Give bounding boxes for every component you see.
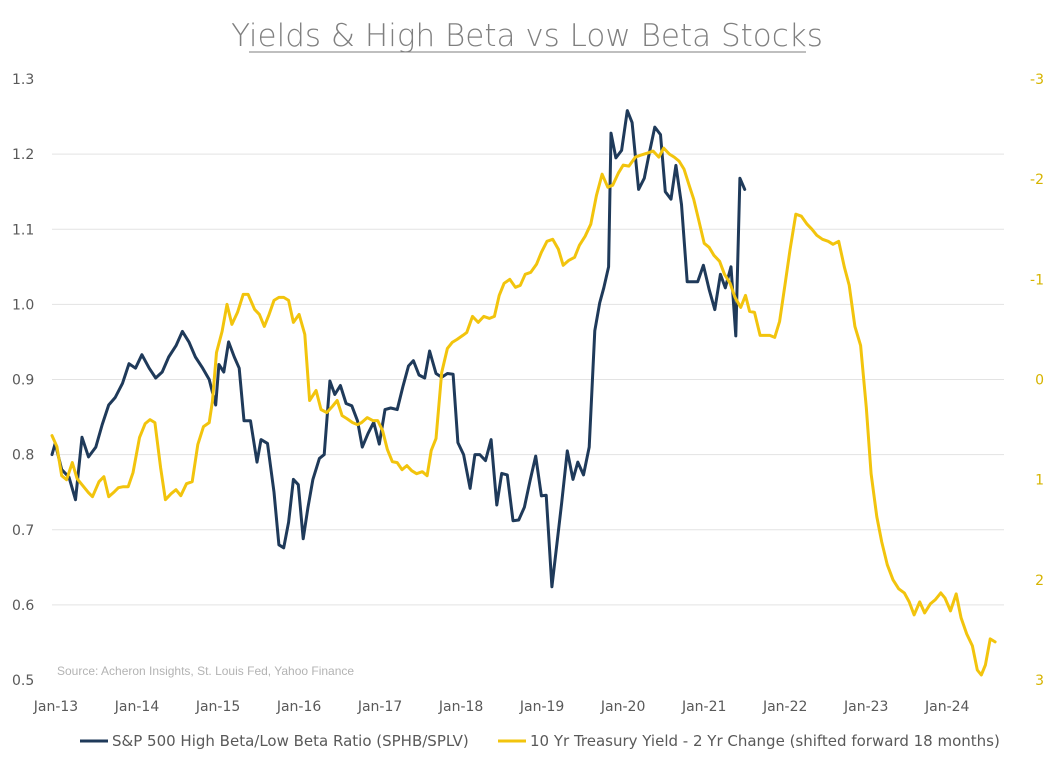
right-tick-label: 2 — [1035, 573, 1044, 589]
x-tick-label: Jan-18 — [438, 699, 483, 715]
series-lines — [50, 109, 997, 677]
left-tick-label: 0.7 — [12, 523, 34, 539]
series-line-high-beta-ratio — [50, 109, 747, 589]
legend: S&P 500 High Beta/Low Beta Ratio (SPHB/S… — [80, 732, 1000, 750]
legend-label-yield-change: 10 Yr Treasury Yield - 2 Yr Change (shif… — [530, 732, 1000, 750]
x-axis-ticks: Jan-13 Jan-14 Jan-15 Jan-16 Jan-17 Jan-18 Jan-… — [33, 699, 970, 715]
x-tick-label: Jan-23 — [843, 699, 888, 715]
left-tick-label: 1.0 — [12, 297, 34, 313]
left-tick-label: 1.1 — [12, 222, 34, 238]
right-tick-label: 3 — [1035, 673, 1044, 689]
grid-lines — [52, 153, 1004, 606]
chart-title: Yields & High Beta vs Low Beta Stocks — [231, 18, 823, 54]
right-tick-label: -3 — [1030, 72, 1044, 88]
x-tick-label: Jan-24 — [924, 699, 970, 715]
left-tick-label: 1.3 — [12, 72, 34, 88]
x-tick-label: Jan-13 — [33, 699, 78, 715]
x-tick-label: Jan-19 — [519, 699, 564, 715]
left-tick-label: 0.8 — [12, 448, 34, 464]
left-axis-ticks: 1.3 1.2 1.1 1.0 0.9 0.8 0.7 0.6 0.5 — [12, 72, 34, 689]
x-tick-label: Jan-20 — [600, 699, 645, 715]
right-axis-ticks: -3 -2 -1 0 1 2 3 — [1030, 72, 1044, 689]
x-tick-label: Jan-14 — [114, 699, 160, 715]
right-tick-label: -1 — [1030, 272, 1044, 288]
left-tick-label: 1.2 — [12, 147, 34, 163]
right-tick-label: 1 — [1035, 473, 1044, 489]
source-note: Source: Acheron Insights, St. Louis Fed,… — [57, 664, 354, 678]
x-tick-label: Jan-16 — [276, 699, 322, 715]
legend-label-high-beta: S&P 500 High Beta/Low Beta Ratio (SPHB/S… — [112, 732, 469, 750]
right-tick-label: 0 — [1035, 373, 1044, 389]
x-tick-label: Jan-22 — [762, 699, 807, 715]
series-line-yield-change — [50, 146, 997, 677]
left-tick-label: 0.5 — [12, 673, 34, 689]
x-tick-label: Jan-15 — [195, 699, 240, 715]
x-tick-label: Jan-21 — [681, 699, 726, 715]
x-tick-label: Jan-17 — [357, 699, 402, 715]
left-tick-label: 0.6 — [12, 598, 34, 614]
right-tick-label: -2 — [1030, 172, 1044, 188]
left-tick-label: 0.9 — [12, 373, 34, 389]
